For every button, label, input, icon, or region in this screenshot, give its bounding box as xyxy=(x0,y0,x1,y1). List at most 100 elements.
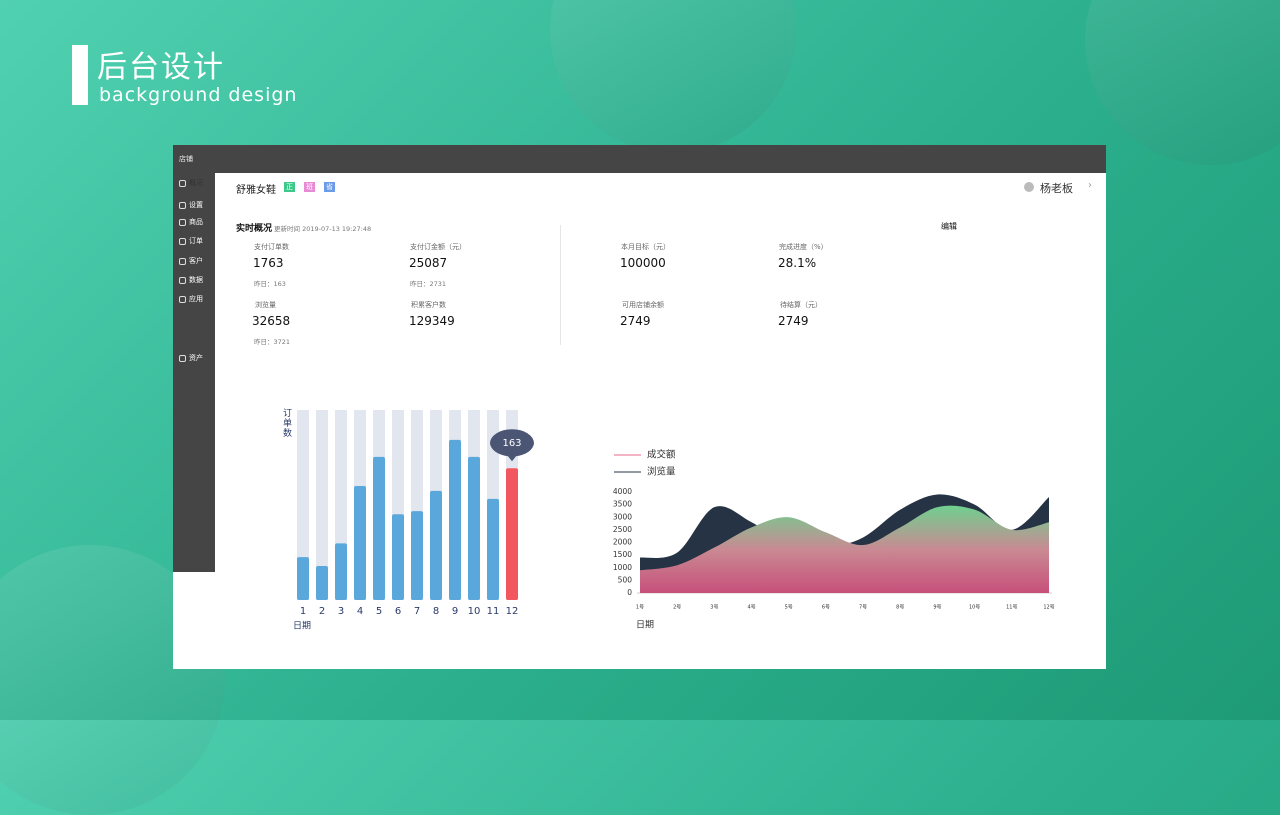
x-tick-label: 9号 xyxy=(933,605,941,611)
legend-label: 浏览量 xyxy=(647,466,676,478)
stat-value: 32658 xyxy=(252,314,291,328)
y-axis-label: 订单数 xyxy=(283,409,293,439)
bar xyxy=(449,439,461,600)
bar xyxy=(411,511,423,600)
bar xyxy=(316,566,328,600)
bar xyxy=(392,514,404,600)
page: 后台设计 background design 店铺 概况 设置 商品 订单 客户… xyxy=(0,0,1280,720)
nav-item[interactable]: 概况 xyxy=(179,178,203,188)
tag: 班 xyxy=(304,182,315,192)
x-tick-label: 6号 xyxy=(822,605,830,611)
x-tick-label: 7号 xyxy=(859,605,867,611)
x-tick-label: 5 xyxy=(376,606,382,617)
page-title: 后台设计 xyxy=(97,50,225,85)
x-tick-label: 10号 xyxy=(969,605,980,611)
bar-track xyxy=(297,410,309,600)
x-tick-label: 11号 xyxy=(1006,605,1017,611)
shop-name: 舒雅女鞋 xyxy=(236,185,276,196)
x-tick-label: 1号 xyxy=(636,605,644,611)
stat-value: 1763 xyxy=(253,256,284,270)
stat-value: 100000 xyxy=(620,256,666,270)
stat-label: 支付订单数 xyxy=(254,243,289,251)
section-title: 实时概况 xyxy=(236,224,273,234)
stat-label: 待结算（元） xyxy=(780,301,822,309)
x-tick-label: 3 xyxy=(338,606,344,617)
x-tick-label: 5号 xyxy=(785,605,793,611)
nav-item[interactable]: 数据 xyxy=(179,275,203,285)
charts: 1 2 3 4 5 6 7 8 9 10 11 12163日期05001000150020002500… xyxy=(293,410,1055,632)
stat-label: 积累客户数 xyxy=(411,301,446,309)
y-tick-label: 2000 xyxy=(613,538,632,547)
x-axis-label: 日期 xyxy=(636,620,654,631)
y-tick-label: 0 xyxy=(627,588,632,597)
bar xyxy=(430,490,442,600)
legend-label: 成交额 xyxy=(647,449,676,461)
y-tick-label: 3500 xyxy=(613,500,632,509)
x-tick-label: 12 xyxy=(506,606,519,617)
bar xyxy=(468,456,480,600)
stat-value: 2749 xyxy=(620,314,651,328)
stat-value: 129349 xyxy=(409,314,455,328)
user-name[interactable]: 杨老板 xyxy=(1040,182,1073,195)
stat-yesterday: 昨日：163 xyxy=(254,280,286,288)
x-tick-label: 2 xyxy=(319,606,325,617)
x-tick-label: 3号 xyxy=(710,605,718,611)
stat-label: 支付订金额（元） xyxy=(410,243,466,251)
edit-button[interactable]: 编辑 xyxy=(941,222,957,231)
x-tick-label: 12号 xyxy=(1043,605,1054,611)
stat-yesterday: 昨日：3721 xyxy=(254,338,291,346)
x-tick-label: 6 xyxy=(395,606,401,617)
bar-track xyxy=(316,410,328,600)
y-tick-label: 3000 xyxy=(613,512,632,521)
tag: 省 xyxy=(324,182,335,192)
chevron[interactable]: › xyxy=(1088,180,1092,191)
bar xyxy=(487,498,499,600)
x-tick-label: 1 xyxy=(300,606,306,617)
x-tick-label: 4 xyxy=(357,606,363,617)
nav-item[interactable]: 应用 xyxy=(179,294,203,304)
y-tick-label: 1000 xyxy=(613,563,632,572)
tag: 正 xyxy=(284,182,295,192)
stat-label: 可用店铺余额 xyxy=(622,301,664,309)
x-tick-label: 2号 xyxy=(673,605,681,611)
x-tick-label: 11 xyxy=(487,606,500,617)
nav-item[interactable]: 设置 xyxy=(179,200,203,210)
y-tick-label: 1500 xyxy=(613,550,632,559)
bar xyxy=(297,557,309,600)
stat-label: 本月目标（元） xyxy=(621,243,670,251)
stat-label: 浏览量 xyxy=(255,301,276,309)
bar xyxy=(335,543,347,600)
y-tick-label: 2500 xyxy=(613,525,632,534)
stat-label: 完成进度（%） xyxy=(779,243,828,251)
x-axis-label: 日期 xyxy=(293,621,311,632)
stat-value: 28.1% xyxy=(778,256,817,270)
nav-item[interactable]: 资产 xyxy=(179,353,203,363)
x-tick-label: 7 xyxy=(414,606,420,617)
x-tick-label: 10 xyxy=(468,606,481,617)
x-tick-label: 9 xyxy=(452,606,458,617)
nav-item[interactable]: 客户 xyxy=(179,256,203,266)
topbar-shop[interactable]: 店铺 xyxy=(179,155,193,163)
title-bar xyxy=(72,45,88,105)
nav-item[interactable]: 商品 xyxy=(179,217,203,227)
y-tick-label: 4000 xyxy=(613,487,632,496)
tooltip xyxy=(490,429,534,462)
update-time: 更新时间 2019-07-13 19:27:48 xyxy=(274,225,372,233)
data-label: 163 xyxy=(502,438,521,449)
x-tick-label: 8 xyxy=(433,606,439,617)
stat-yesterday: 昨日：2731 xyxy=(410,280,447,288)
avatar[interactable] xyxy=(1024,182,1034,192)
bar xyxy=(506,468,518,600)
stat-value: 25087 xyxy=(409,256,448,270)
bar xyxy=(354,486,366,600)
bar xyxy=(373,456,385,600)
nav-item[interactable]: 订单 xyxy=(179,236,203,246)
page-subtitle: background design xyxy=(99,84,298,106)
top-bar: 店铺 xyxy=(173,145,1106,173)
area xyxy=(640,505,1049,593)
y-tick-label: 500 xyxy=(618,575,633,584)
x-tick-label: 4号 xyxy=(747,605,755,611)
divider xyxy=(560,225,561,345)
stat-value: 2749 xyxy=(778,314,809,328)
x-tick-label: 8号 xyxy=(896,605,904,611)
